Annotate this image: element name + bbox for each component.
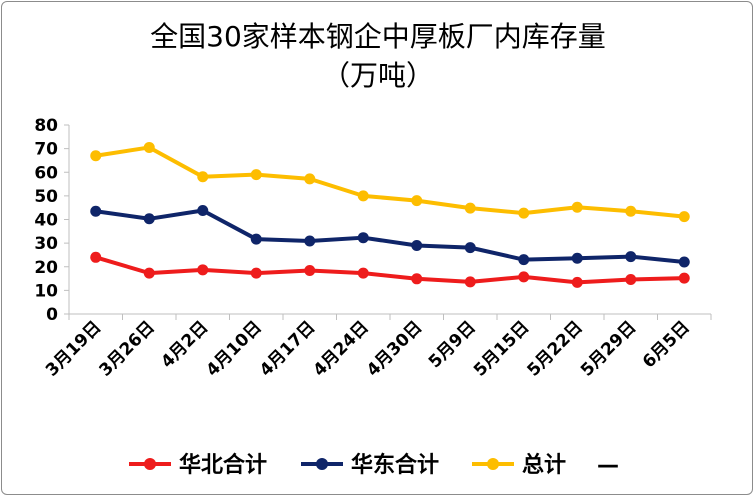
data-point xyxy=(625,205,637,217)
data-point xyxy=(678,272,690,284)
y-tick-label: 50 xyxy=(34,187,58,207)
legend-label: 华北合计 xyxy=(179,452,267,478)
data-point xyxy=(411,195,423,207)
axes: 010203040506070803月19日3月26日4月2日4月10日4月17… xyxy=(34,116,712,381)
data-point xyxy=(518,271,530,283)
y-tick-label: 80 xyxy=(34,116,58,136)
legend-marker xyxy=(144,458,156,470)
data-point xyxy=(571,201,583,213)
y-tick-label: 20 xyxy=(34,258,58,278)
data-point xyxy=(625,274,637,286)
data-point xyxy=(90,205,102,217)
y-tick-label: 40 xyxy=(34,211,58,231)
y-tick-label: 10 xyxy=(34,281,58,301)
series-line xyxy=(93,208,687,265)
legend: 华北合计 华东合计 总计 — xyxy=(129,452,619,478)
data-point xyxy=(90,150,102,162)
series-2 xyxy=(90,141,690,223)
chart-title-line2: （万吨） xyxy=(322,59,434,92)
x-tick-label: 3月19日 xyxy=(42,317,105,380)
x-tick-label: 4月10日 xyxy=(202,317,265,380)
data-point xyxy=(411,273,423,285)
y-tick-label: 70 xyxy=(34,140,58,160)
series-layer xyxy=(90,141,690,288)
data-point xyxy=(678,256,690,268)
data-point xyxy=(250,169,262,181)
x-tick-label: 3月26日 xyxy=(95,317,158,380)
data-point xyxy=(90,251,102,263)
data-point xyxy=(518,254,530,266)
x-tick-label: 4月24日 xyxy=(309,317,372,380)
x-tick-label: 5月29日 xyxy=(577,317,640,380)
data-point xyxy=(197,264,209,276)
legend-marker xyxy=(487,458,499,470)
y-tick-label: 60 xyxy=(34,163,58,183)
data-point xyxy=(143,141,155,153)
x-tick-label: 6月5日 xyxy=(639,317,694,372)
data-point xyxy=(304,173,316,185)
data-point xyxy=(250,267,262,279)
legend-label: 华东合计 xyxy=(351,452,439,478)
data-point xyxy=(304,265,316,277)
legend-item-1: 华东合计 xyxy=(301,452,439,478)
series-1 xyxy=(90,205,690,268)
data-point xyxy=(464,276,476,288)
data-point xyxy=(571,252,583,264)
y-tick-label: 30 xyxy=(34,234,58,254)
series-line xyxy=(93,145,687,219)
legend-suffix: — xyxy=(597,453,619,478)
data-point xyxy=(250,233,262,245)
data-point xyxy=(571,276,583,288)
legend-item-2: 总计 xyxy=(472,452,566,478)
x-tick-label: 5月22日 xyxy=(523,317,586,380)
chart-title-line1: 全国30家样本钢企中厚板厂内库存量 xyxy=(150,20,606,53)
data-point xyxy=(143,267,155,279)
x-tick-label: 4月17日 xyxy=(256,317,319,380)
data-point xyxy=(357,190,369,202)
data-point xyxy=(678,211,690,223)
data-point xyxy=(304,235,316,247)
data-point xyxy=(197,205,209,217)
data-point xyxy=(411,239,423,251)
data-point xyxy=(464,202,476,214)
y-tick-label: 0 xyxy=(46,305,58,325)
legend-item-0: 华北合计 xyxy=(129,452,267,478)
data-point xyxy=(143,213,155,225)
data-point xyxy=(197,171,209,183)
x-tick-label: 4月30日 xyxy=(363,317,426,380)
data-point xyxy=(357,267,369,279)
data-point xyxy=(357,232,369,244)
legend-label: 总计 xyxy=(522,452,566,478)
legend-marker xyxy=(316,458,328,470)
data-point xyxy=(464,242,476,254)
data-point xyxy=(625,251,637,263)
data-point xyxy=(518,207,530,219)
series-line xyxy=(93,255,687,285)
series-0 xyxy=(90,251,690,288)
x-tick-label: 5月15日 xyxy=(470,317,533,380)
